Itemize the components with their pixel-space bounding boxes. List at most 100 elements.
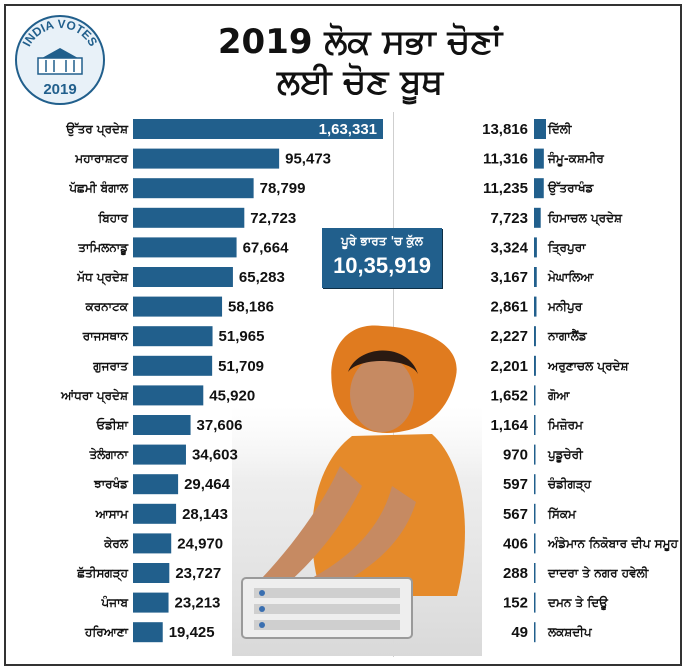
right-value-label: 567: [503, 506, 528, 523]
left-bar: [133, 326, 213, 347]
right-value-label: 11,316: [483, 151, 528, 168]
right-category-label: ਤ੍ਰਿਪੁਰਾ: [547, 240, 586, 255]
right-bar: [534, 237, 537, 258]
right-value-label: 288: [503, 565, 528, 582]
left-category-label: ਤਾਮਿਲਨਾਡੂ: [77, 240, 129, 256]
left-bar: [133, 355, 213, 376]
right-value-label: 11,235: [483, 180, 528, 197]
right-bar: [534, 474, 536, 495]
left-bar: [133, 592, 169, 613]
left-value-label: 34,603: [192, 447, 238, 464]
left-value-label: 23,727: [175, 565, 221, 582]
right-bar: [534, 148, 544, 169]
left-category-label: ਝਾਰਖੰਡ: [93, 476, 129, 491]
right-category-label: ਹਿਮਾਚਲ ਪ੍ਰਦੇਸ਼: [547, 210, 623, 226]
right-category-label: ਮਨੀਪੁਰ: [547, 300, 583, 314]
left-value-label: 51,965: [219, 328, 265, 345]
right-category-label: ਮੇਘਾਲਿਆ: [547, 269, 594, 284]
right-bar: [534, 533, 536, 554]
left-bar: [133, 533, 172, 554]
right-bar: [534, 267, 537, 287]
right-value-label: 1,164: [490, 417, 528, 434]
right-value-label: 3,167: [490, 269, 528, 286]
right-bar: [534, 355, 536, 376]
right-bar: [534, 296, 537, 317]
right-category-label: ਅੰਡੇਮਾਨ ਨਿਕੋਬਾਰ ਦੀਪ ਸਮੂਹ: [547, 535, 679, 552]
total-box: ਪੂਰੇ ਭਾਰਤ 'ਚ ਕੁੱਲ 10,35,919: [322, 228, 442, 288]
left-value-label: 37,606: [197, 417, 243, 434]
right-value-label: 1,652: [490, 387, 528, 404]
india-votes-logo: INDIA VOTES 2019: [15, 15, 105, 105]
right-category-label: ਮਿਜ਼ੋਰਮ: [547, 417, 584, 432]
right-bar: [534, 385, 536, 406]
right-category-label: ਉੱਤਰਾਖੰਡ: [547, 180, 595, 196]
left-category-label: ਤੇਲੰਗਾਨਾ: [88, 447, 128, 462]
left-value-label: 65,283: [239, 269, 285, 286]
left-bar: [133, 563, 170, 583]
voter-illustration: [232, 325, 482, 656]
left-category-label: ਗੁਜਰਾਤ: [92, 359, 129, 373]
left-value-label: 95,473: [285, 151, 331, 168]
right-bar: [534, 622, 536, 643]
right-category-label: ਨਾਗਾਲੈਂਡ: [547, 328, 588, 343]
right-bar: [534, 444, 536, 465]
right-value-label: 2,201: [490, 358, 528, 375]
left-value-label: 23,213: [175, 595, 221, 612]
left-category-label: ਕਰਨਾਟਕ: [85, 300, 129, 314]
right-bar: [534, 178, 544, 199]
left-value-label: 51,709: [218, 358, 264, 375]
left-bar: [133, 207, 245, 228]
left-value-label: 24,970: [177, 535, 223, 552]
left-category-label: ਕੇਰਲ: [103, 535, 129, 550]
left-category-label: ਹਰਿਆਣਾ: [84, 625, 129, 639]
right-category-label: ਜੰਮੂ-ਕਸ਼ਮੀਰ: [547, 151, 604, 168]
left-value-label: 1,63,331: [319, 121, 377, 138]
right-bar: [534, 503, 536, 524]
left-bar: [133, 503, 177, 524]
right-bar: [534, 119, 546, 139]
right-value-label: 13,816: [482, 121, 528, 138]
left-value-label: 19,425: [169, 624, 215, 641]
right-bar: [534, 592, 536, 613]
right-value-label: 152: [503, 595, 528, 612]
right-value-label: 2,861: [490, 299, 528, 316]
right-category-label: ਦਮਨ ਤੇ ਦਿਊ: [547, 595, 609, 612]
right-value-label: 3,324: [490, 239, 528, 256]
left-bar: [133, 622, 163, 643]
left-bar: [133, 474, 179, 495]
left-value-label: 58,186: [228, 299, 274, 316]
left-category-label: ਪੰਜਾਬ: [101, 595, 129, 610]
right-value-label: 597: [503, 476, 528, 493]
left-bar: [133, 415, 191, 435]
right-bar: [534, 415, 536, 435]
left-bar: [133, 296, 223, 317]
left-category-label: ਰਾਜਸਥਾਨ: [82, 329, 129, 343]
left-value-label: 67,664: [243, 239, 290, 256]
left-category-label: ਮਹਾਰਾਸ਼ਟਰ: [74, 152, 128, 166]
right-category-label: ਲਕਸ਼ਦੀਪ: [547, 625, 593, 639]
logo-year: 2019: [43, 81, 76, 98]
infographic-frame: [4, 4, 682, 666]
right-category-label: ਸਿੱਕਮ: [547, 507, 577, 521]
right-category-label: ਚੰਡੀਗੜ੍ਹ: [547, 476, 592, 492]
left-value-label: 29,464: [184, 476, 231, 493]
right-category-label: ਦਿੱਲੀ: [547, 122, 573, 136]
left-bar: [133, 119, 383, 139]
right-value-label: 49: [511, 624, 528, 641]
title-line-2: ਲਈ ਚੋਣ ਬੂਥ: [276, 62, 444, 102]
left-bar: [133, 444, 186, 465]
left-bar: [133, 267, 233, 287]
title-line-1: 2019 ਲੋਕ ਸਭਾ ਚੋਣਾਂ: [217, 22, 503, 62]
left-category-label: ਬਿਹਾਰ: [97, 211, 128, 225]
left-value-label: 78,799: [260, 180, 306, 197]
left-value-label: 45,920: [209, 387, 255, 404]
total-value: 10,35,919: [333, 253, 431, 278]
right-category-label: ਅਰੁਣਾਚਲ ਪ੍ਰਦੇਸ਼: [547, 358, 630, 374]
right-category-label: ਪੁਡੂਚੇਰੀ: [547, 447, 584, 464]
right-value-label: 406: [503, 535, 528, 552]
right-bar: [534, 326, 536, 347]
left-category-label: ਪੱਛਮੀ ਬੰਗਾਲ: [68, 180, 129, 195]
right-value-label: 7,723: [490, 210, 528, 227]
right-category-label: ਗੋਆ: [547, 387, 570, 402]
